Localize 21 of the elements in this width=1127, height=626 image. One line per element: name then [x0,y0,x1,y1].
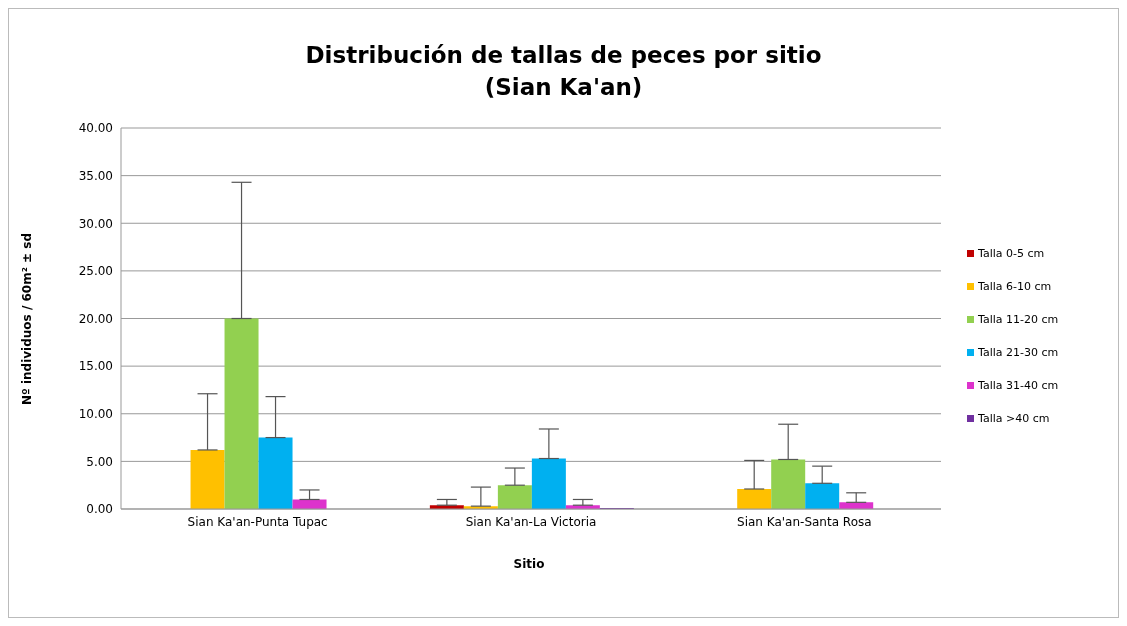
y-tick-label: 10.00 [78,407,113,422]
legend-label: Talla >40 cm [978,412,1050,425]
legend-label: Talla 31-40 cm [978,379,1059,392]
y-tick-label: 40.00 [78,121,113,136]
legend-label: Talla 11-20 cm [978,313,1059,326]
legend-label: Talla 0-5 cm [978,247,1045,260]
y-axis-title: Nº individuos / 60m² ± sd [20,232,34,406]
x-tick-label: Sian Ka'an-Santa Rosa [737,514,872,529]
legend-label: Talla 6-10 cm [978,280,1052,293]
chart-title: Distribución de tallas de peces por sitio (Sian Ka'an) [304,41,823,102]
x-tick-label: Sian Ka'an-Punta Tupac [187,514,328,529]
y-tick-label: 35.00 [78,168,113,183]
y-tick-label: 20.00 [78,311,113,326]
y-tick-label: 0.00 [86,502,113,517]
x-tick-label: Sian Ka'an-La Victoria [465,514,597,529]
y-tick-label: 30.00 [78,216,113,231]
y-tick-label: 5.00 [86,454,113,469]
legend-label: Talla 21-30 cm [978,346,1059,359]
x-axis-title: Sitio [512,557,546,571]
y-tick-label: 15.00 [78,359,113,374]
y-tick-label: 25.00 [78,264,113,279]
